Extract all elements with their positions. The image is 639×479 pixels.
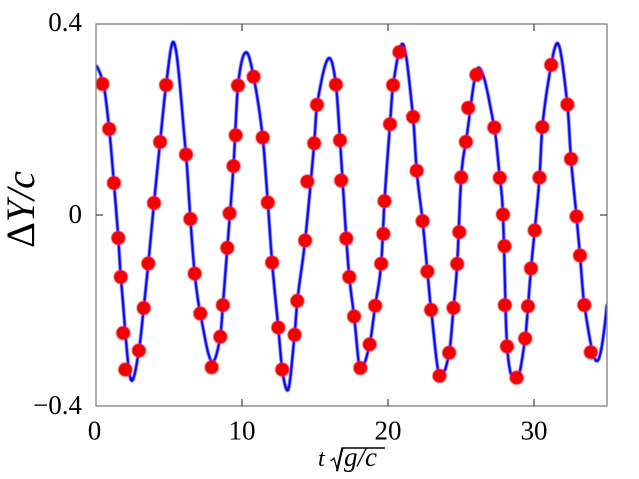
svg-text:ΔY/c: ΔY/c [0,171,43,248]
svg-text:0: 0 [69,199,83,229]
svg-text:0: 0 [88,416,102,446]
svg-text:20: 20 [375,416,402,446]
svg-text:30: 30 [521,416,548,446]
svg-text:g/c: g/c [344,442,377,472]
svg-text:10: 10 [229,416,256,446]
svg-text:0.4: 0.4 [48,7,82,37]
svg-text:t: t [318,446,326,472]
svg-text:−0.4: −0.4 [33,390,82,420]
